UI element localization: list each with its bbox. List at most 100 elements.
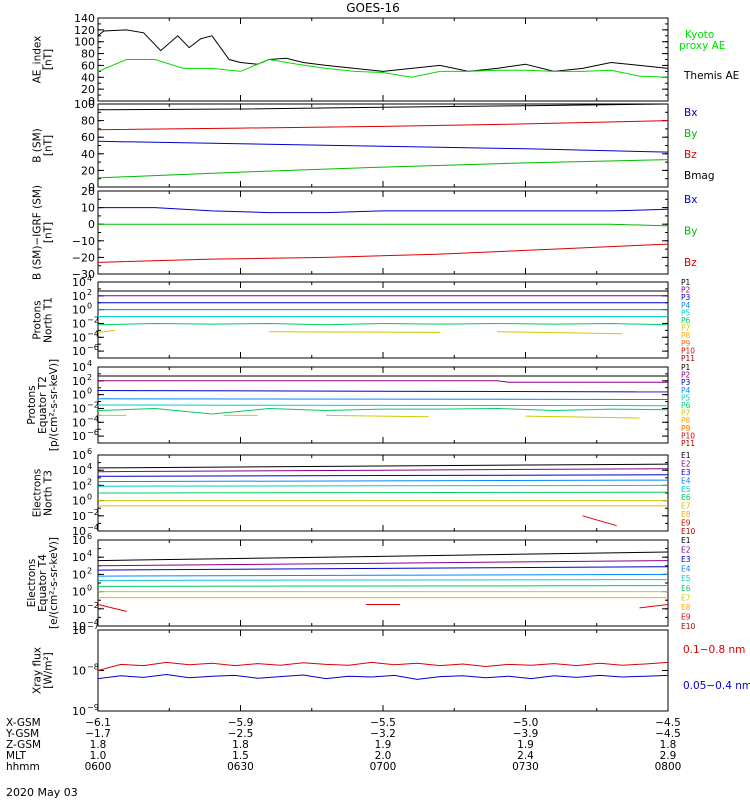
y-tick-exponent: 6 [87, 532, 92, 541]
x-axis-value: 0600 [85, 761, 112, 773]
series-line [98, 661, 668, 671]
series-line [496, 331, 623, 335]
y-tick-label: 10 [72, 389, 86, 402]
y-tick-exponent: 0 [87, 302, 92, 311]
y-tick-label: 80 [81, 48, 95, 61]
y-tick-exponent: −2 [87, 508, 99, 517]
legend-entry: P6 [681, 401, 691, 410]
legend-entry: Kyoto [685, 29, 714, 41]
y-axis-label: Xray flux [32, 647, 44, 694]
y-axis-label: B (SM)−IGRF (SM) [32, 185, 44, 280]
y-tick-label: 80 [81, 115, 95, 128]
legend-entry: P10 [681, 346, 695, 355]
y-tick-label: 10 [72, 586, 86, 599]
x-axis-value: 2.4 [517, 750, 534, 762]
x-axis-value: 0630 [227, 761, 254, 773]
y-tick-exponent: 0 [87, 387, 92, 396]
series-line [325, 414, 429, 418]
y-tick-exponent: −7 [87, 622, 99, 631]
x-axis-value: −5.9 [228, 717, 254, 729]
x-axis-row-label: MLT [6, 750, 26, 762]
y-tick-label: 120 [74, 24, 95, 37]
y-axis-label: [W/m²] [43, 652, 55, 689]
y-tick-label: 40 [81, 148, 95, 161]
x-axis-value: −3.9 [513, 728, 539, 740]
legend-entry: P7 [681, 409, 691, 418]
legend-entry: P8 [681, 331, 691, 340]
y-tick-label: 0 [88, 218, 95, 231]
legend-entry: P1 [681, 278, 691, 287]
x-axis-value: 1.9 [517, 739, 534, 751]
series-line [98, 585, 668, 587]
legend-entry: P9 [681, 339, 691, 348]
y-tick-label: −10 [72, 235, 95, 248]
y-axis-label: AE_index [32, 36, 44, 84]
y-tick-exponent: 4 [87, 274, 92, 283]
y-tick-label: 10 [72, 402, 86, 415]
panel-frame [97, 17, 669, 102]
series-line [98, 479, 668, 483]
series-line [98, 491, 668, 494]
y-axis-label: North T1 [43, 297, 55, 343]
y-tick-label: 10 [72, 603, 86, 616]
series-line [98, 120, 668, 131]
legend-entry: E10 [681, 527, 696, 536]
date-label: 2020 May 03 [6, 786, 78, 799]
y-tick-label: 10 [72, 375, 86, 388]
y-tick-label: 10 [72, 331, 86, 344]
y-tick-label: 10 [72, 276, 86, 289]
x-axis-value: 2.9 [660, 750, 677, 762]
x-axis-value: 1.5 [232, 750, 249, 762]
x-axis-value: 1.9 [375, 739, 392, 751]
y-tick-label: 10 [81, 202, 95, 215]
y-tick-label: 10 [72, 665, 86, 678]
y-tick-label: 60 [81, 131, 95, 144]
legend-entry: E5 [681, 485, 691, 494]
y-axis-label: Electrons [26, 559, 38, 608]
legend-entry: E2 [681, 546, 691, 555]
y-tick-label: 10 [72, 534, 86, 547]
series-line [98, 468, 668, 473]
legend-entry: 0.1−0.8 nm [683, 644, 745, 656]
x-axis-value: 0700 [370, 761, 397, 773]
y-tick-label: 0 [88, 95, 95, 108]
x-axis-value: 0800 [655, 761, 682, 773]
legend-entry: P3 [681, 378, 691, 387]
y-tick-exponent: 4 [87, 549, 92, 558]
series-line [98, 566, 668, 571]
panel-frame [97, 281, 669, 359]
y-tick-exponent: −8 [87, 663, 99, 672]
y-tick-exponent: −2 [87, 601, 99, 610]
legend-entry: proxy AE [679, 40, 725, 52]
legend-entry: P10 [681, 431, 695, 440]
x-axis-value: 2.0 [375, 750, 392, 762]
legend-entry: E3 [681, 555, 691, 564]
y-tick-label: 10 [72, 464, 86, 477]
x-axis-value: −4.5 [655, 728, 681, 740]
legend-entry: E8 [681, 510, 691, 519]
y-tick-exponent: 2 [87, 566, 92, 575]
series-line [98, 329, 116, 333]
legend-entry: E6 [681, 493, 691, 502]
y-axis-label: Equator T2 [37, 376, 49, 434]
legend-entry: P9 [681, 424, 691, 433]
legend-entry: E9 [681, 519, 691, 528]
y-tick-label: 0 [88, 181, 95, 194]
y-axis-label: Protons [32, 300, 44, 339]
y-axis-label: [e/(cm²-s-sr-keV)] [48, 537, 60, 629]
y-tick-exponent: 2 [87, 373, 92, 382]
series-line [582, 515, 617, 527]
x-axis-table: X-GSM −6.1 −5.9 −5.5 −5.0 −4.5 Y-GSM −1.7 −2.5 −3… [5, 717, 681, 773]
y-axis-label: Equator T4 [37, 554, 49, 612]
legend-entry: E5 [681, 574, 691, 583]
x-axis-row-label: hhmm [6, 761, 40, 773]
legend-entry: P5 [681, 393, 691, 402]
x-axis-value: −6.1 [85, 717, 111, 729]
y-tick-label: 10 [72, 624, 86, 637]
x-axis-value: −2.5 [228, 728, 254, 740]
y-tick-label: 10 [72, 345, 86, 358]
series-line [98, 159, 668, 179]
